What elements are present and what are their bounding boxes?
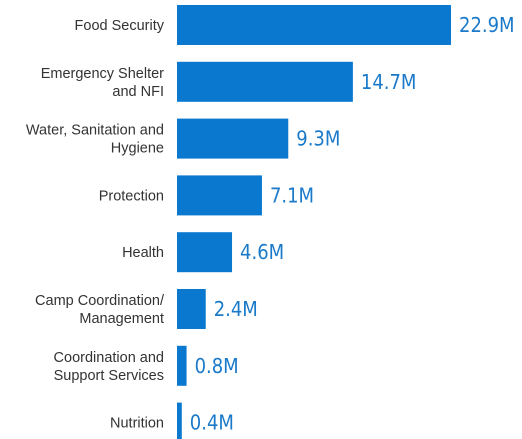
bar	[177, 61, 353, 102]
bar-row: Nutrition 0.4M	[110, 402, 234, 439]
category-label: Health	[122, 245, 164, 261]
value-label: 22.9M	[459, 13, 515, 37]
category-label: Nutrition	[110, 416, 164, 432]
value-label: 2.4M	[214, 297, 258, 321]
category-label: Food Security	[75, 18, 165, 34]
bar-row: Coordination and Support Services 0.8M	[54, 345, 239, 386]
value-label: 7.1M	[270, 183, 314, 207]
category-label: Emergency Shelter and NFI	[41, 66, 164, 100]
value-label: 0.4M	[190, 411, 234, 435]
bar	[177, 118, 289, 159]
bar-row: Food Security 22.9M	[75, 5, 515, 45]
category-label: Coordination and Support Services	[54, 350, 164, 384]
value-label: 9.3M	[296, 127, 340, 151]
bar-row: Protection 7.1M	[99, 175, 314, 216]
category-label: Camp Coordination/Management	[35, 293, 165, 327]
bars-layer: Food Security 22.9M Emergency Shelter and N…	[26, 5, 515, 439]
bar-row: Camp Coordination/Management 2.4M	[35, 289, 258, 329]
bar	[177, 232, 233, 273]
category-label: Protection	[99, 188, 164, 204]
bar-row: Water, Sanitation and Hygiene 9.3M	[26, 118, 340, 159]
bar-row: Emergency Shelter and NFI 14.7M	[41, 61, 417, 102]
bar-row: Health 4.6M	[122, 232, 284, 273]
bar	[177, 289, 206, 329]
bar	[177, 5, 451, 45]
value-label: 0.8M	[195, 354, 239, 378]
bar	[177, 402, 182, 439]
value-label: 14.7M	[361, 70, 417, 94]
value-label: 4.6M	[240, 240, 284, 264]
bar	[177, 345, 187, 386]
bar	[177, 175, 262, 216]
category-label: Water, Sanitation and Hygiene	[26, 123, 164, 157]
